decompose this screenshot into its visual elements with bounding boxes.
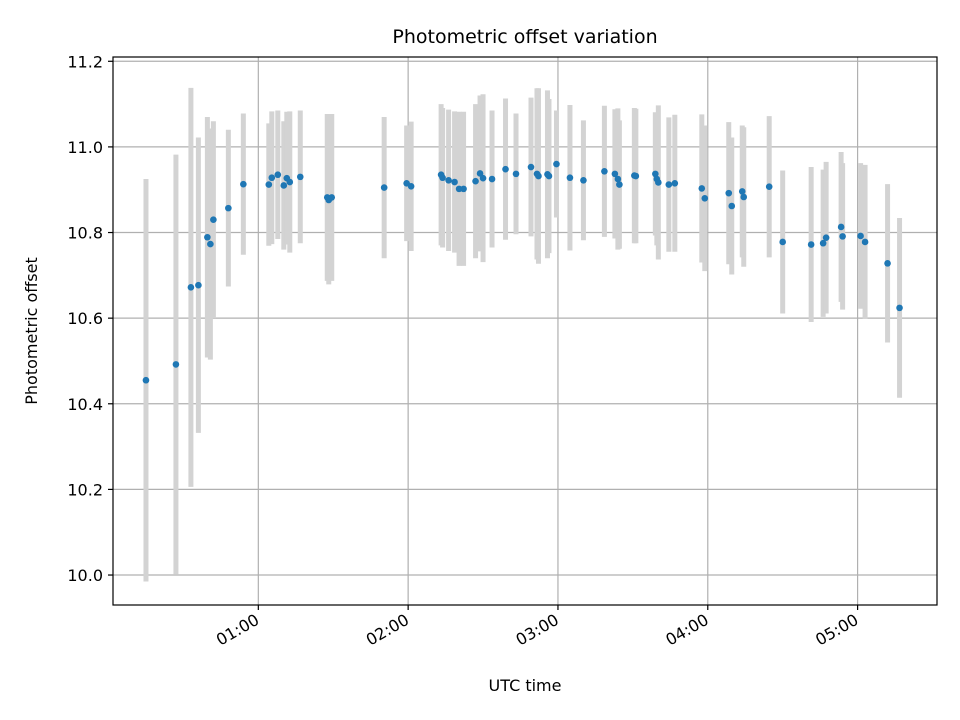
data-point — [445, 177, 452, 184]
x-tick-label: 01:00 — [213, 610, 262, 650]
data-point — [535, 172, 542, 180]
data-point — [265, 181, 273, 188]
data-point — [512, 170, 520, 178]
data-point — [728, 202, 736, 210]
data-point — [451, 178, 458, 186]
data-point — [472, 177, 479, 185]
data-point — [740, 193, 748, 201]
data-point — [502, 165, 509, 173]
data-point — [460, 185, 467, 193]
data-point — [884, 260, 891, 267]
y-tick-label: 11.2 — [67, 52, 103, 71]
data-point — [896, 304, 903, 312]
grid-lines — [113, 57, 937, 605]
data-point — [407, 182, 415, 190]
data-point — [779, 238, 786, 246]
data-point — [527, 163, 535, 171]
x-tick-label: 02:00 — [363, 610, 412, 650]
error-bars — [143, 87, 903, 582]
data-point — [655, 179, 662, 186]
data-point — [822, 234, 830, 241]
data-point — [210, 216, 217, 223]
y-tick-label: 10.2 — [67, 480, 103, 499]
data-points — [142, 160, 903, 384]
data-point — [268, 174, 276, 182]
data-point — [671, 179, 679, 187]
data-point — [616, 181, 623, 188]
data-point — [479, 174, 487, 182]
x-axis-title: UTC time — [489, 676, 562, 695]
axes-frame — [112, 56, 938, 606]
y-axis-title: Photometric offset — [22, 257, 41, 405]
data-point — [286, 178, 294, 186]
x-tick-label: 05:00 — [812, 610, 861, 650]
data-point — [187, 284, 195, 291]
data-point — [698, 185, 706, 192]
data-point — [765, 183, 773, 191]
data-point — [861, 238, 869, 246]
data-point — [553, 160, 560, 168]
data-point — [632, 172, 640, 180]
data-point — [207, 240, 214, 248]
data-point — [566, 174, 574, 182]
y-tick-label: 10.0 — [67, 566, 103, 585]
data-point — [611, 170, 619, 178]
data-point — [839, 233, 846, 240]
data-point — [701, 194, 709, 202]
data-point — [614, 175, 622, 183]
x-tick-label: 03:00 — [513, 610, 562, 650]
data-point — [380, 184, 388, 191]
data-point — [807, 241, 815, 248]
data-point — [665, 181, 673, 188]
data-point — [240, 180, 247, 188]
data-point — [738, 188, 746, 195]
data-point — [328, 194, 336, 201]
y-tick-label: 10.8 — [67, 224, 103, 243]
data-point — [439, 174, 446, 182]
data-point — [274, 171, 282, 179]
data-point — [580, 177, 587, 184]
data-point — [857, 232, 864, 240]
data-point — [296, 173, 304, 181]
data-point — [225, 204, 232, 212]
data-point — [172, 361, 180, 368]
data-point — [819, 239, 827, 247]
data-point — [142, 376, 150, 384]
chart-title: Photometric offset variation — [392, 26, 657, 48]
data-point — [280, 182, 288, 189]
data-point — [476, 170, 484, 177]
y-tick-label: 11.0 — [67, 138, 103, 157]
data-point — [837, 223, 845, 231]
data-point — [652, 170, 659, 178]
data-point — [488, 175, 496, 183]
y-tick-label: 10.4 — [67, 395, 103, 414]
data-point — [601, 168, 608, 175]
x-tick-label: 04:00 — [662, 610, 711, 650]
y-tick-label: 10.6 — [67, 309, 103, 328]
data-point — [204, 233, 211, 241]
data-point — [545, 172, 553, 180]
data-point — [725, 189, 733, 197]
data-point — [195, 281, 202, 289]
